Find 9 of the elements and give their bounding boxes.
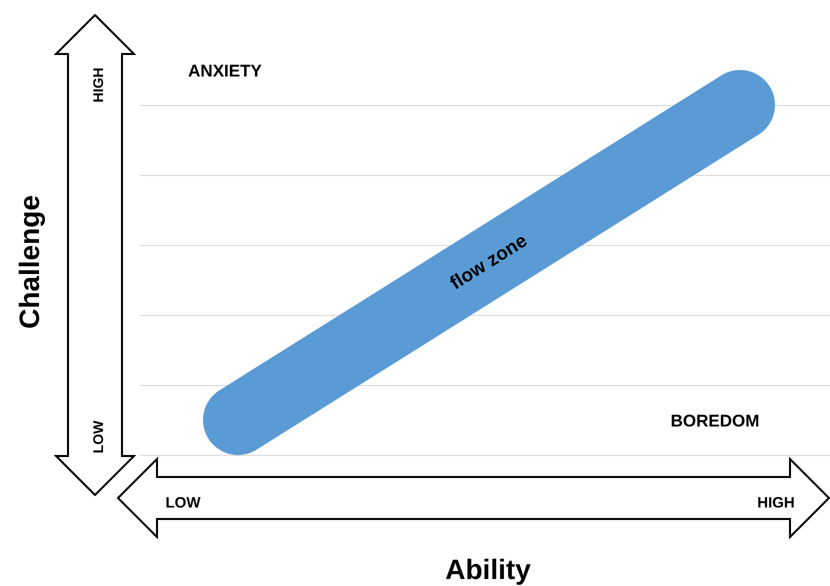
y-axis-title: Challenge [14,195,46,329]
annotation: BOREDOM [670,412,760,431]
x-axis-title: Ability [445,554,531,586]
text: LOW [90,420,106,454]
text: ANXIETY [188,62,262,81]
annotation: flow zone [446,230,532,294]
text: LOW [166,494,200,512]
text: HIGH [757,494,795,512]
text: HIGH [90,68,106,102]
